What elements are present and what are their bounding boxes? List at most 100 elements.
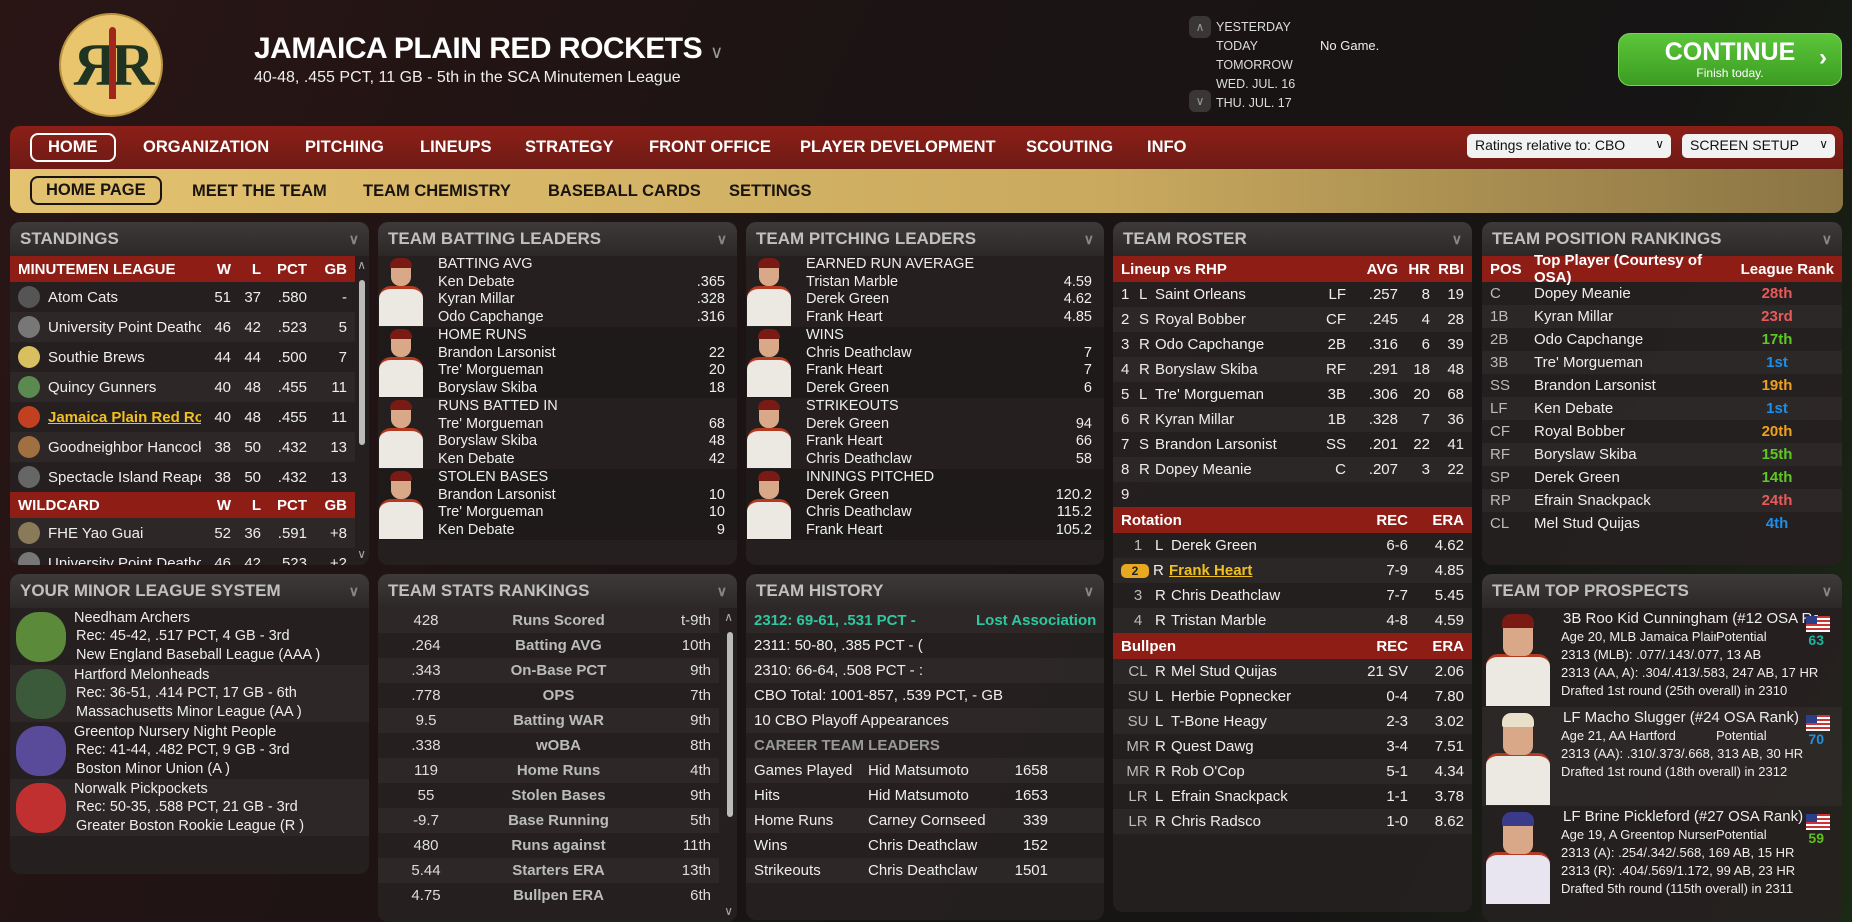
player-name[interactable]: Tre' Morgueman <box>1534 354 1644 371</box>
minor-team[interactable]: Greentop Nursery Night People Rec: 41-44,… <box>10 722 369 779</box>
prospect-name[interactable]: 3B Roo Kid Cunningham (#12 OSA Ran <box>1563 610 1818 627</box>
season-row[interactable]: 2312: 69-61, .531 PCT - Lost Association <box>746 608 1104 633</box>
leader-row[interactable]: Kyran Millar .328 <box>438 291 725 309</box>
career-leader-row[interactable]: Home Runs Carney Cornseed 339 <box>746 808 1104 833</box>
team-name[interactable]: Spectacle Island Reaper <box>48 468 201 486</box>
player-name[interactable]: Efrain Snackpack <box>1534 492 1651 509</box>
stats-rankings-header[interactable]: TEAM STATS RANKINGS ∨ <box>378 574 737 608</box>
player-name[interactable]: Royal Bobber <box>1155 311 1246 328</box>
leader-row[interactable]: Frank Heart 4.85 <box>806 309 1092 327</box>
player-name[interactable]: Tre' Morgueman <box>438 504 544 520</box>
player-name[interactable]: Rob O'Cop <box>1171 763 1245 780</box>
minor-league-header[interactable]: YOUR MINOR LEAGUE SYSTEM ∨ <box>10 574 369 608</box>
bullpen-row[interactable]: LR R Chris Radsco 1-0 8.62 <box>1113 809 1472 834</box>
lineup-row[interactable]: 7 S Brandon Larsonist SS .201 22 41 <box>1113 432 1472 457</box>
rotation-row[interactable]: 3 R Chris Deathclaw 7-7 5.45 <box>1113 583 1472 608</box>
chevron-down-icon[interactable]: ∨ <box>1083 582 1094 599</box>
player-name[interactable]: Brandon Larsonist <box>1155 436 1277 453</box>
standings-row[interactable]: Goodneighbor Hancock 38 50 .432 13 <box>10 432 355 462</box>
player-name[interactable]: Royal Bobber <box>1534 423 1625 440</box>
minor-team[interactable]: Norwalk Pickpockets Rec: 50-35, .588 PCT,… <box>10 779 369 836</box>
player-name[interactable]: Ken Debate <box>438 450 515 467</box>
chevron-down-icon[interactable]: ∨ <box>716 582 727 599</box>
lineup-row[interactable]: 4 R Boryslaw Skiba RF .291 18 48 <box>1113 357 1472 382</box>
nav-lineups[interactable]: LINEUPS <box>420 138 492 156</box>
screen-setup-dropdown[interactable]: SCREEN SETUP ∨ <box>1682 134 1835 158</box>
team-name[interactable]: Jamaica Plain Red Rocl <box>48 408 201 426</box>
player-name[interactable]: Brandon Larsonist <box>438 344 556 361</box>
stat-row[interactable]: .338 wOBA 8th <box>378 733 719 758</box>
player-name[interactable]: Carney Cornseed <box>868 812 986 829</box>
player-name[interactable]: Chris Deathclaw <box>806 450 912 467</box>
stat-row[interactable]: 5.44 Starters ERA 13th <box>378 858 719 883</box>
player-name[interactable]: Kyran Millar <box>1155 411 1235 428</box>
player-name[interactable]: Derek Green <box>806 486 890 503</box>
bullpen-row[interactable]: LR L Efrain Snackpack 1-1 3.78 <box>1113 784 1472 809</box>
chevron-down-icon[interactable]: ∨ <box>1821 582 1832 599</box>
player-name[interactable]: Ken Debate <box>1534 400 1614 417</box>
season-row[interactable]: 2310: 66-64, .508 PCT - : <box>746 658 1104 683</box>
position-row[interactable]: RP Efrain Snackpack 24th <box>1482 489 1842 512</box>
date-today[interactable]: TODAY <box>1216 39 1258 53</box>
player-name[interactable]: Tre' Morgueman <box>1155 386 1265 403</box>
lineup-row[interactable]: 6 R Kyran Millar 1B .328 7 36 <box>1113 407 1472 432</box>
team-name[interactable]: University Point Deathcl <box>48 554 201 566</box>
scroll-down-icon[interactable]: ∨ <box>724 904 733 918</box>
stat-row[interactable]: 480 Runs against 11th <box>378 833 719 858</box>
position-row[interactable]: 1B Kyran Millar 23rd <box>1482 305 1842 328</box>
chevron-down-icon[interactable]: ∨ <box>1083 230 1094 247</box>
date-thu[interactable]: THU. JUL. 17 <box>1216 96 1292 110</box>
player-name[interactable]: Mel Stud Quijas <box>1171 663 1277 680</box>
stat-row[interactable]: .264 Batting AVG 10th <box>378 633 719 658</box>
lineup-row[interactable]: 9 <box>1113 482 1472 507</box>
leader-row[interactable]: Ken Debate 42 <box>438 451 725 469</box>
player-name[interactable]: Tre' Morgueman <box>438 415 544 432</box>
career-leader-row[interactable]: Wins Chris Deathclaw 152 <box>746 833 1104 858</box>
team-name[interactable]: Southie Brews <box>48 348 145 366</box>
player-name[interactable]: Derek Green <box>806 291 890 307</box>
player-name[interactable]: Tre' Morgueman <box>438 362 544 378</box>
team-name[interactable]: Norwalk Pickpockets <box>74 780 208 797</box>
team-name[interactable]: FHE Yao Guai <box>48 524 144 542</box>
player-name[interactable]: Mel Stud Quijas <box>1534 515 1640 532</box>
scroll-down-icon[interactable]: ∨ <box>357 547 366 561</box>
player-name[interactable]: Frank Heart <box>806 433 883 449</box>
position-row[interactable]: RF Boryslaw Skiba 15th <box>1482 443 1842 466</box>
player-name[interactable]: Derek Green <box>1534 469 1620 486</box>
scrollbar[interactable] <box>727 632 733 817</box>
team-name[interactable]: Needham Archers <box>74 609 191 626</box>
player-name[interactable]: Frank Heart <box>806 362 883 378</box>
standings-row[interactable]: Jamaica Plain Red Rocl 40 48 .455 11 <box>10 402 355 432</box>
player-name[interactable]: Boryslaw Skiba <box>438 433 538 449</box>
subnav-team-chemistry[interactable]: TEAM CHEMISTRY <box>363 182 511 200</box>
subnav-home-page[interactable]: HOME PAGE <box>30 176 162 205</box>
stat-row[interactable]: 4.75 Bullpen ERA 6th <box>378 883 719 908</box>
stat-row[interactable]: 119 Home Runs 4th <box>378 758 719 783</box>
player-name[interactable]: Tristan Marble <box>806 273 899 290</box>
leader-row[interactable]: Tre' Morgueman 10 <box>438 504 725 522</box>
player-name[interactable]: Hid Matsumoto <box>868 762 969 779</box>
player-name[interactable]: Dopey Meanie <box>1155 461 1252 478</box>
history-header[interactable]: TEAM HISTORY ∨ <box>746 574 1104 608</box>
standings-row[interactable]: Atom Cats 51 37 .580 - <box>10 282 355 312</box>
player-name[interactable]: Brandon Larsonist <box>1534 377 1656 394</box>
standings-row[interactable]: Southie Brews 44 44 .500 7 <box>10 342 355 372</box>
prospect-card[interactable]: LF Brine Pickleford (#27 OSA Rank) Age 19… <box>1482 806 1842 905</box>
player-name[interactable]: Ken Debate <box>438 273 515 290</box>
leader-row[interactable]: Derek Green 94 <box>806 416 1092 434</box>
chevron-down-icon[interactable]: ∨ <box>716 230 727 247</box>
leader-row[interactable]: Boryslaw Skiba 48 <box>438 433 725 451</box>
nav-scouting[interactable]: SCOUTING <box>1026 138 1114 156</box>
nav-home[interactable]: HOME <box>30 133 116 162</box>
chevron-down-icon[interactable]: ∨ <box>1821 230 1832 247</box>
bullpen-row[interactable]: CL R Mel Stud Quijas 21 SV 2.06 <box>1113 659 1472 684</box>
standings-row[interactable]: Quincy Gunners 40 48 .455 11 <box>10 372 355 402</box>
position-row[interactable]: SP Derek Green 14th <box>1482 466 1842 489</box>
leader-row[interactable]: Odo Capchange .316 <box>438 309 725 327</box>
chevron-down-icon[interactable]: ∨ <box>348 230 359 247</box>
player-name[interactable]: Chris Deathclaw <box>868 862 978 879</box>
nav-info[interactable]: INFO <box>1147 138 1187 156</box>
leader-row[interactable]: Frank Heart 105.2 <box>806 522 1092 540</box>
player-name[interactable]: Kyran Millar <box>438 291 515 307</box>
lineup-row[interactable]: 5 L Tre' Morgueman 3B .306 20 68 <box>1113 382 1472 407</box>
